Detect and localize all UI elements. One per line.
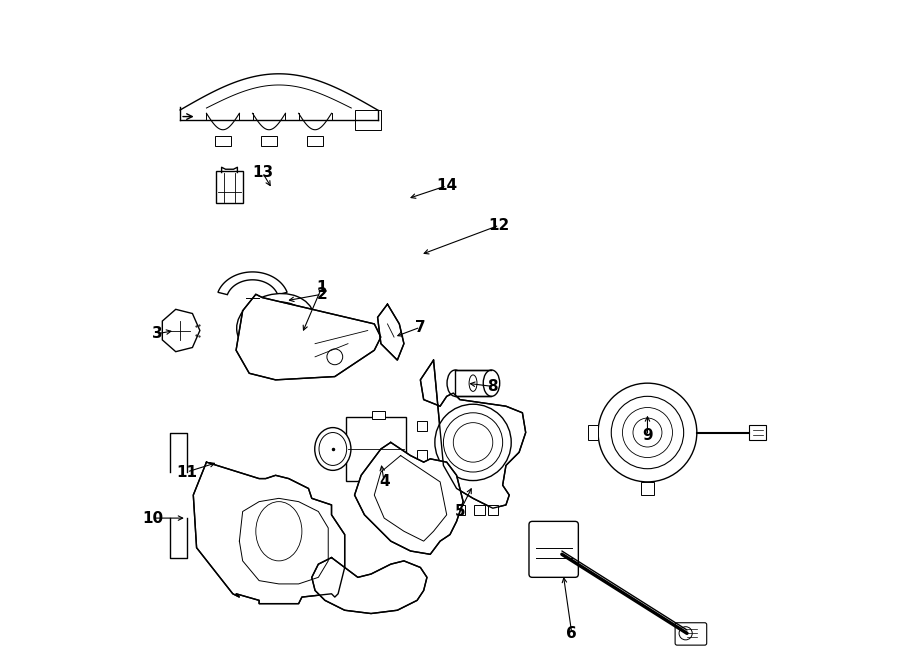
- FancyBboxPatch shape: [417, 450, 427, 461]
- Ellipse shape: [319, 432, 346, 465]
- Text: 3: 3: [152, 327, 162, 341]
- FancyBboxPatch shape: [750, 424, 766, 440]
- Polygon shape: [355, 442, 464, 555]
- FancyBboxPatch shape: [675, 623, 706, 645]
- Text: 8: 8: [488, 379, 498, 394]
- Ellipse shape: [315, 428, 351, 471]
- Polygon shape: [311, 558, 427, 613]
- Text: 9: 9: [643, 428, 652, 444]
- Circle shape: [327, 349, 343, 365]
- Ellipse shape: [483, 370, 500, 397]
- FancyBboxPatch shape: [373, 411, 385, 419]
- FancyBboxPatch shape: [641, 482, 654, 495]
- FancyBboxPatch shape: [346, 417, 406, 481]
- Text: 13: 13: [252, 165, 273, 180]
- Circle shape: [611, 397, 684, 469]
- Ellipse shape: [256, 502, 302, 561]
- Circle shape: [435, 405, 511, 481]
- Polygon shape: [236, 294, 381, 380]
- Polygon shape: [194, 462, 345, 603]
- FancyBboxPatch shape: [589, 424, 598, 440]
- FancyBboxPatch shape: [417, 420, 427, 431]
- Circle shape: [454, 422, 493, 462]
- Text: 6: 6: [566, 626, 577, 641]
- Text: 1: 1: [317, 280, 327, 295]
- Text: 7: 7: [415, 320, 426, 334]
- FancyBboxPatch shape: [488, 505, 498, 515]
- Polygon shape: [218, 272, 287, 295]
- FancyBboxPatch shape: [455, 370, 491, 397]
- FancyBboxPatch shape: [215, 136, 230, 146]
- Ellipse shape: [237, 293, 314, 354]
- Text: 2: 2: [316, 287, 327, 302]
- FancyBboxPatch shape: [454, 505, 465, 515]
- Text: 10: 10: [142, 510, 163, 525]
- Text: 11: 11: [176, 465, 197, 479]
- Polygon shape: [162, 309, 200, 352]
- Circle shape: [633, 418, 662, 447]
- Ellipse shape: [247, 302, 305, 346]
- Ellipse shape: [469, 375, 477, 391]
- Circle shape: [598, 383, 697, 482]
- Text: 4: 4: [379, 475, 390, 489]
- FancyBboxPatch shape: [529, 522, 579, 577]
- FancyBboxPatch shape: [307, 136, 323, 146]
- Circle shape: [444, 412, 503, 472]
- Circle shape: [623, 408, 672, 457]
- Text: 5: 5: [454, 504, 465, 519]
- Polygon shape: [378, 304, 404, 360]
- FancyBboxPatch shape: [261, 136, 277, 146]
- Circle shape: [680, 627, 692, 640]
- Text: 14: 14: [436, 178, 457, 193]
- Circle shape: [378, 452, 391, 465]
- FancyBboxPatch shape: [474, 505, 485, 515]
- Ellipse shape: [447, 370, 464, 397]
- Polygon shape: [420, 360, 526, 508]
- FancyBboxPatch shape: [216, 171, 243, 204]
- Text: 12: 12: [489, 217, 510, 233]
- FancyBboxPatch shape: [355, 110, 381, 130]
